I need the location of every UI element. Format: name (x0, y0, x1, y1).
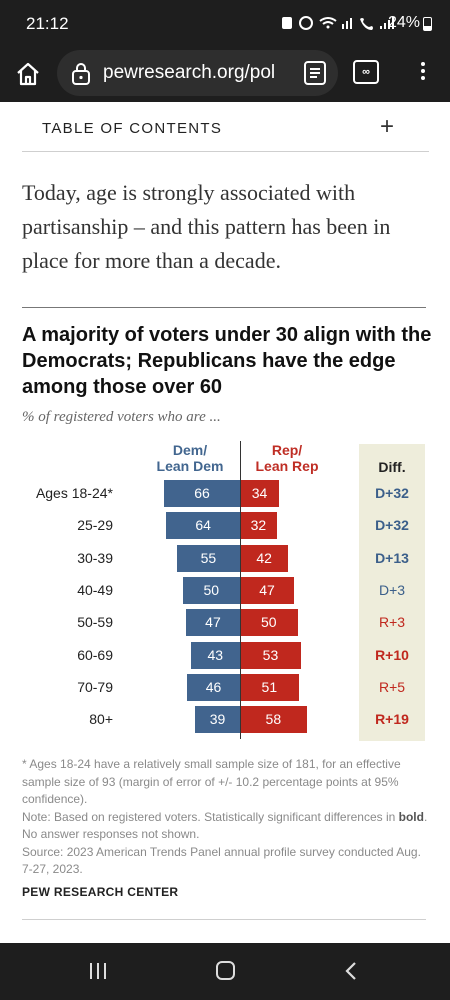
diff-value: D+32 (375, 485, 409, 501)
recent-apps-icon[interactable] (90, 963, 108, 981)
url-text: pewresearch.org/pol (103, 62, 276, 83)
lock-icon (72, 63, 90, 85)
row-label: 25-29 (77, 517, 113, 534)
signal-wifi-icon (282, 16, 394, 30)
reader-mode-icon[interactable] (302, 59, 328, 87)
bottom-divider (22, 919, 426, 920)
row-label: 60-69 (77, 646, 113, 663)
rep-header: Rep/ Lean Rep (246, 442, 328, 474)
system-nav-bar (0, 943, 450, 1000)
toc-label: TABLE OF CONTENTS (42, 120, 223, 137)
row-label: 80+ (89, 711, 113, 728)
diff-value: R+3 (378, 614, 406, 631)
intro-paragraph: Today, age is strongly associated with p… (22, 180, 391, 273)
footnote: * Ages 18-24 have a relatively small sam… (22, 757, 401, 806)
rep-bar: 34 (240, 480, 280, 507)
table-of-contents[interactable]: TABLE OF CONTENTS + (22, 104, 429, 152)
diff-column: Diff. (359, 444, 425, 741)
diff-value: R+19 (375, 711, 409, 728)
rep-bar: 47 (240, 576, 295, 604)
dem-bar: 39 (195, 706, 240, 734)
home-nav-icon[interactable] (216, 961, 235, 980)
note-bold: bold (398, 809, 424, 824)
dem-header: Dem/ Lean Dem (150, 442, 230, 474)
diff-value: D+32 (375, 517, 409, 534)
dem-header-line1: Dem/ (172, 442, 208, 458)
address-bar[interactable]: pewresearch.org/pol (57, 50, 338, 96)
battery-percent: 24% (387, 14, 420, 31)
diff-value: R+5 (378, 678, 406, 695)
row-label: 40-49 (77, 581, 113, 598)
diff-value: D+13 (375, 549, 409, 566)
rep-header-line1: Rep/ (271, 442, 303, 458)
chart-divider (22, 307, 426, 308)
rep-bar: 51 (240, 673, 299, 701)
diff-value: D+3 (378, 581, 406, 598)
rep-bar: 50 (240, 609, 298, 637)
note-prefix: Note: Based on registered voters. Statis… (22, 809, 399, 824)
note: Note: Based on registered voters. Statis… (22, 809, 432, 844)
row-label: 50-59 (77, 614, 113, 631)
dem-bar: 66 (164, 480, 240, 507)
dem-bar: 43 (190, 641, 240, 669)
home-icon[interactable] (14, 60, 42, 88)
battery-icon (423, 17, 432, 31)
status-icons (280, 15, 400, 34)
note-suffix: . No answer responses not shown. (22, 809, 428, 842)
dem-bar: 47 (185, 609, 240, 637)
back-icon[interactable] (344, 961, 358, 981)
more-menu-icon[interactable] (413, 59, 433, 89)
rep-header-line2: Lean Rep (255, 458, 319, 474)
row-label: 30-39 (77, 549, 113, 566)
rep-bar: 32 (240, 512, 277, 540)
dem-bar: 55 (176, 544, 240, 572)
source-note: Source: 2023 American Trends Panel annua… (22, 844, 421, 877)
chart-center-line (240, 441, 241, 739)
status-time: 21:12 (26, 14, 69, 33)
rep-bar: 53 (240, 641, 301, 669)
chart-title: A majority of voters under 30 align with… (22, 324, 432, 398)
diff-value: R+10 (375, 646, 409, 663)
dem-bar: 50 (182, 576, 240, 604)
tabs-button[interactable]: ∞ (353, 60, 379, 84)
dem-header-line2: Lean Dem (156, 458, 224, 474)
row-label: 70-79 (77, 678, 113, 695)
rep-bar: 58 (240, 706, 307, 734)
chart-subtitle: % of registered voters who are ... (22, 409, 221, 425)
chart-notes: * Ages 18-24 have a relatively small sam… (22, 756, 432, 879)
browser-toolbar: pewresearch.org/pol ∞ (0, 46, 450, 102)
rep-bar: 42 (240, 544, 289, 572)
status-bar: 21:12 24% (0, 0, 450, 46)
diff-header: Diff. (378, 459, 406, 475)
org-label: PEW RESEARCH CENTER (22, 885, 179, 899)
row-label: Ages 18-24* (35, 485, 113, 501)
dem-bar: 64 (166, 512, 240, 540)
expand-icon[interactable]: + (380, 113, 395, 140)
dem-bar: 46 (187, 673, 240, 701)
